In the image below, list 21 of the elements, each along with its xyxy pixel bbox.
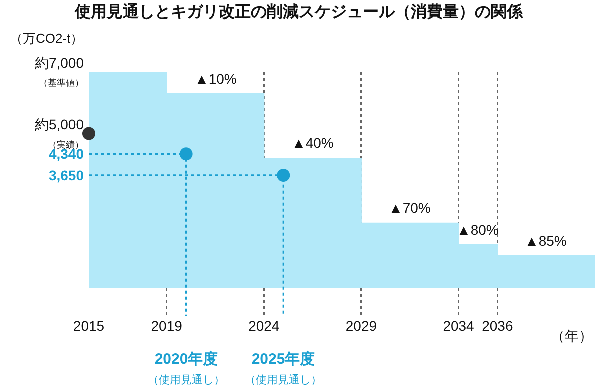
- annotation: ▲10%: [195, 71, 237, 87]
- point: [180, 148, 193, 161]
- x-tick-label: 2015: [73, 318, 105, 334]
- point: [277, 168, 290, 182]
- x-axis-title: （年）: [551, 328, 593, 344]
- x-tick-label: 2036: [482, 318, 514, 334]
- x-tick-label: 2024: [248, 318, 280, 334]
- text: 2020年度（使用見通し）: [148, 350, 225, 386]
- y-axis-title: （万CO2-t）: [10, 31, 84, 46]
- x-tick-label: 2029: [346, 318, 378, 334]
- annotation: ▲70%: [389, 200, 431, 216]
- x-tick-label: 2034: [443, 318, 475, 334]
- chart-title: 使用見通しとキガリ改正の削減スケジュール（消費量）の関係: [74, 3, 524, 22]
- annotation: ▲85%: [525, 233, 567, 249]
- point: [82, 127, 96, 140]
- x-tick-label: 2019: [151, 318, 183, 334]
- y-tick-label: 3,650: [48, 167, 84, 184]
- annotation: ▲80%: [457, 222, 499, 238]
- text: 2025年度（使用見通し）: [245, 350, 322, 386]
- y-tick-label: 約7,000（基準値）: [34, 54, 84, 88]
- annotation: ▲40%: [292, 135, 334, 151]
